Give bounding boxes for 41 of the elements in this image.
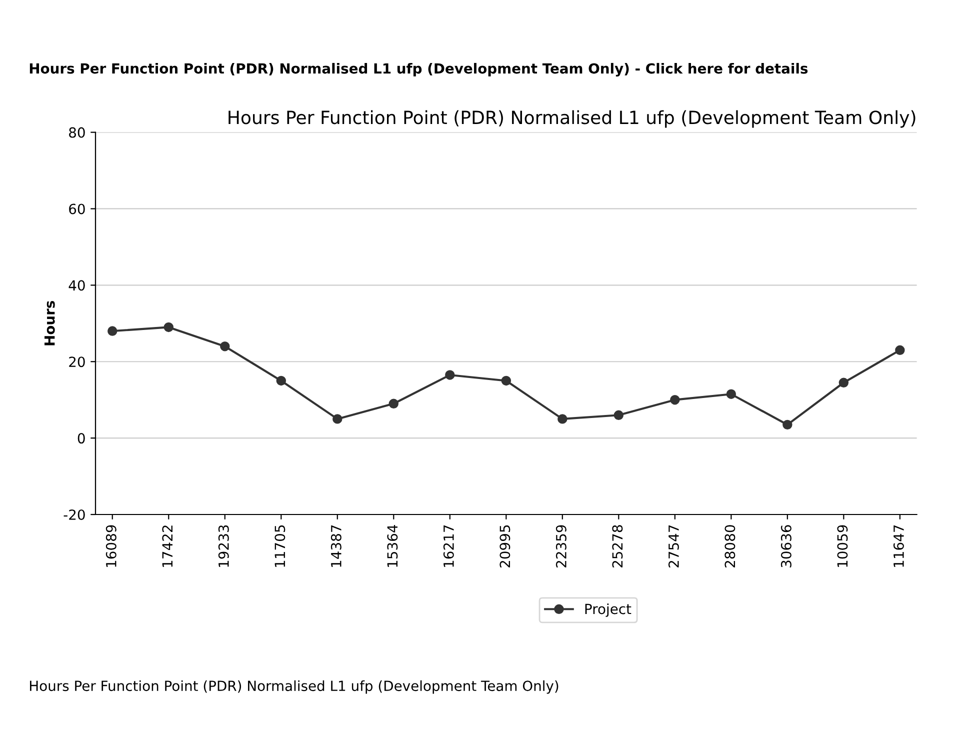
point [445,370,455,380]
y-tick-label: 20 [69,356,85,368]
x-tick-label: 17422 [162,526,172,567]
chart-title: Hours Per Function Point (PDR) Normalised L1 ufp (Development Team Only) [228,110,916,128]
legend-label: Project [585,603,632,617]
x-tick-label: 15364 [387,525,398,567]
point [501,376,512,386]
x-tick-label: 16217 [443,525,454,567]
y-tick-label: 0 [78,433,85,444]
y-tick-label: -20 [64,509,85,520]
text: Hours Per Function Point (PDR) Normalised L1 ufp (Development Team Only) [30,680,558,694]
x-tick-label: 22359 [556,525,566,568]
x-tick-label: 11647 [893,525,904,567]
point [332,414,342,424]
x-tick-label: 30636 [780,525,792,568]
x-tick-label: 16089 [106,525,116,567]
x-tick-label: 27547 [668,525,679,568]
point [108,326,118,336]
y-tick-label: 80 [69,127,85,138]
point [614,410,624,420]
point [726,389,736,399]
point [388,398,399,409]
y-tick-label: 60 [69,204,85,214]
point [164,322,174,332]
point [895,345,905,356]
point [276,376,286,386]
point [782,420,792,430]
point [670,394,680,405]
x-tick-label: 10059 [837,525,848,567]
x-tick-label: 20995 [500,525,510,568]
y-tick-label: 40 [68,280,85,291]
point [220,341,230,352]
x-tick-label: 28080 [724,525,736,568]
x-tick-label: 14387 [330,525,342,567]
x-tick-label: 25278 [612,525,623,568]
text: Hours Per Function Point (PDR) Normalised L1 ufp (Development Team Only) - Click here for details [30,62,808,76]
x-tick-label: 19233 [218,525,229,567]
point [838,378,849,388]
x-tick-label: 11705 [274,525,286,567]
y-axis-title: Hours [44,300,55,346]
point [558,414,568,424]
